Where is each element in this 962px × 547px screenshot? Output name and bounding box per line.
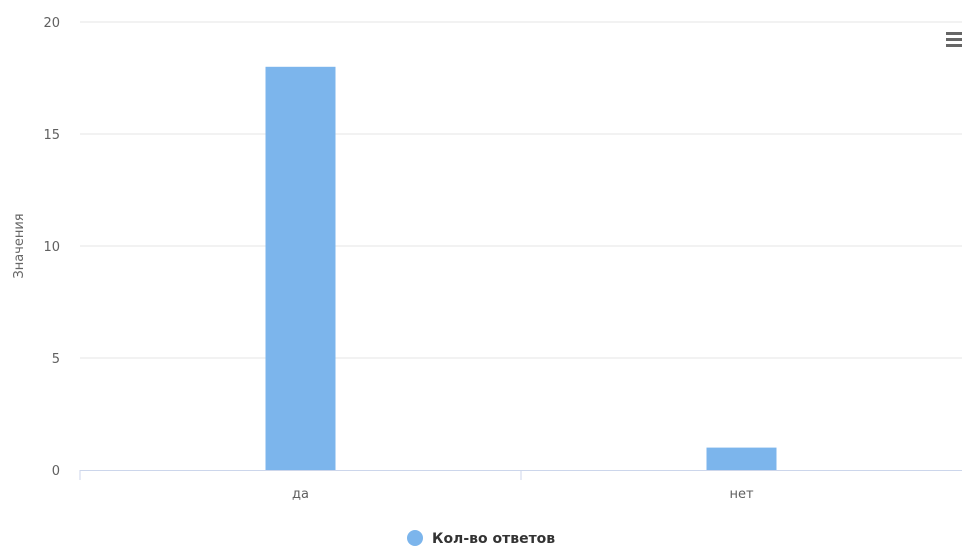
y-tick-label: 0 [52,464,60,479]
legend[interactable]: Кол-во ответов [407,530,555,547]
menu-line [946,32,962,35]
menu-line [946,44,962,47]
y-tick-label: 5 [52,352,60,367]
bars [265,66,777,471]
legend-label[interactable]: Кол-во ответов [432,531,555,547]
grid-lines [80,21,962,359]
hamburger-menu-icon[interactable] [940,28,962,50]
y-axis-title: Значения [12,213,27,278]
y-tick-label: 20 [43,16,60,31]
menu-line [946,38,962,41]
y-axis-tick-labels: 0 5 10 15 20 [43,16,60,479]
legend-marker [407,530,423,546]
y-tick-label: 10 [43,240,60,255]
bar-net[interactable] [706,447,777,470]
x-axis-tick-labels: да нет [292,487,754,502]
x-tick-label: да [292,487,309,502]
x-axis [79,470,962,480]
x-tick-label: нет [729,487,753,502]
bar-da[interactable] [265,66,336,471]
y-tick-label: 15 [43,128,60,143]
